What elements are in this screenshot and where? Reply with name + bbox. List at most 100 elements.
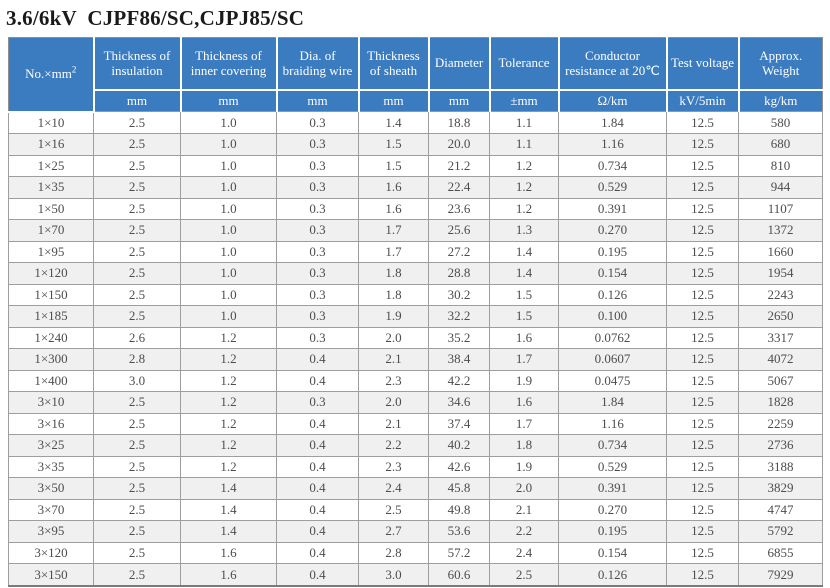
cell-size: 3×95 (8, 520, 94, 543)
cell-inner_covering: 1.4 (180, 520, 277, 543)
cell-inner_covering: 1.0 (180, 262, 277, 285)
col-unit-insulation: mm (92, 89, 181, 112)
table-row: 3×35 2.5 1.2 0.4 2.3 42.6 1.9 0.529 12.5 3188 (8, 455, 823, 479)
cell-inner_covering: 1.0 (180, 305, 277, 328)
cell-resistance: 0.734 (558, 154, 667, 178)
table-row: 3×10 2.5 1.2 0.3 2.0 34.6 1.6 1.84 12.5 1828 (8, 391, 823, 414)
cell-diameter: 42.6 (428, 455, 490, 479)
cell-size: 1×35 (8, 176, 94, 199)
col-unit-inner_covering: mm (179, 89, 277, 112)
cell-size: 3×35 (8, 455, 94, 479)
table-row: 3×25 2.5 1.2 0.4 2.2 40.2 1.8 0.734 12.5 2736 (8, 434, 823, 457)
cell-size: 1×185 (8, 305, 94, 328)
cell-sheath: 2.0 (358, 391, 429, 414)
table-row: 3×120 2.5 1.6 0.4 2.8 57.2 2.4 0.154 12.5 6855 (8, 541, 823, 565)
cell-size: 1×400 (8, 369, 94, 393)
cell-sheath: 2.4 (358, 477, 429, 500)
cell-test_voltage: 12.5 (666, 520, 739, 543)
cell-sheath: 1.6 (358, 176, 429, 199)
cell-sheath: 1.6 (358, 197, 429, 221)
col-header-insulation: Thickness of insulation (92, 37, 181, 91)
cell-diameter: 27.2 (428, 240, 490, 264)
cell-resistance: 1.16 (558, 133, 667, 156)
cell-size: 1×70 (8, 219, 94, 242)
col-header-braiding_wire: Dia. of braiding wire (275, 37, 359, 91)
cell-braiding_wire: 0.4 (276, 498, 359, 522)
cell-insulation: 2.5 (93, 434, 181, 457)
cell-insulation: 2.5 (93, 477, 181, 500)
cell-insulation: 2.6 (93, 326, 181, 350)
cell-diameter: 21.2 (428, 154, 490, 178)
cell-inner_covering: 1.0 (180, 283, 277, 307)
col-header-tolerance: Tolerance (488, 37, 559, 91)
cell-tolerance: 1.3 (489, 219, 559, 242)
cell-insulation: 2.8 (93, 348, 181, 371)
cell-resistance: 0.195 (558, 240, 667, 264)
cell-diameter: 28.8 (428, 262, 490, 285)
cell-size: 1×300 (8, 348, 94, 371)
cell-size: 3×50 (8, 477, 94, 500)
cell-diameter: 40.2 (428, 434, 490, 457)
cell-resistance: 0.100 (558, 305, 667, 328)
cell-weight: 2650 (738, 305, 823, 328)
cell-insulation: 2.5 (93, 520, 181, 543)
cell-resistance: 0.0607 (558, 348, 667, 371)
cell-tolerance: 1.2 (489, 176, 559, 199)
cell-inner_covering: 1.0 (180, 176, 277, 199)
cell-inner_covering: 1.0 (180, 219, 277, 242)
cell-diameter: 38.4 (428, 348, 490, 371)
cell-resistance: 0.126 (558, 283, 667, 307)
cell-size: 1×10 (8, 110, 94, 135)
cell-test_voltage: 12.5 (666, 477, 739, 500)
col-unit-braiding_wire: mm (275, 89, 359, 112)
cell-sheath: 2.3 (358, 369, 429, 393)
cell-test_voltage: 12.5 (666, 176, 739, 199)
table-row: 1×185 2.5 1.0 0.3 1.9 32.2 1.5 0.100 12.5 2650 (8, 305, 823, 328)
cell-size: 1×25 (8, 154, 94, 178)
cell-weight: 810 (738, 154, 823, 178)
cell-inner_covering: 1.6 (180, 563, 277, 587)
table-body: 1×10 2.5 1.0 0.3 1.4 18.8 1.1 1.84 12.5 580 1×16 2.… (8, 110, 823, 587)
cell-insulation: 2.5 (93, 391, 181, 414)
cell-diameter: 23.6 (428, 197, 490, 221)
cell-sheath: 2.7 (358, 520, 429, 543)
cell-test_voltage: 12.5 (666, 498, 739, 522)
col-unit-sheath: mm (357, 89, 429, 112)
cell-diameter: 34.6 (428, 391, 490, 414)
cell-weight: 1372 (738, 219, 823, 242)
cell-size: 3×70 (8, 498, 94, 522)
cell-sheath: 1.8 (358, 283, 429, 307)
cell-braiding_wire: 0.4 (276, 412, 359, 436)
cell-weight: 7929 (738, 563, 823, 587)
cell-inner_covering: 1.0 (180, 240, 277, 264)
cell-insulation: 2.5 (93, 541, 181, 565)
cell-test_voltage: 12.5 (666, 197, 739, 221)
cell-braiding_wire: 0.4 (276, 434, 359, 457)
cell-weight: 680 (738, 133, 823, 156)
cell-test_voltage: 12.5 (666, 455, 739, 479)
cell-resistance: 0.391 (558, 477, 667, 500)
cell-tolerance: 1.1 (489, 110, 559, 135)
cell-insulation: 2.5 (93, 412, 181, 436)
cell-test_voltage: 12.5 (666, 391, 739, 414)
cell-size: 3×150 (8, 563, 94, 587)
cell-braiding_wire: 0.3 (276, 219, 359, 242)
cell-weight: 5067 (738, 369, 823, 393)
cell-resistance: 0.391 (558, 197, 667, 221)
cell-sheath: 1.5 (358, 133, 429, 156)
cell-test_voltage: 12.5 (666, 262, 739, 285)
cell-tolerance: 1.4 (489, 240, 559, 264)
cell-diameter: 35.2 (428, 326, 490, 350)
cell-resistance: 1.84 (558, 391, 667, 414)
cell-resistance: 0.270 (558, 498, 667, 522)
cell-diameter: 60.6 (428, 563, 490, 587)
col-unit-diameter: mm (427, 89, 490, 112)
cell-braiding_wire: 0.3 (276, 305, 359, 328)
cell-tolerance: 1.8 (489, 434, 559, 457)
cell-inner_covering: 1.2 (180, 348, 277, 371)
cell-tolerance: 2.2 (489, 520, 559, 543)
header-label-row: No.×mm2 Thickness of insulation Thickness … (8, 37, 823, 113)
table-row: 1×70 2.5 1.0 0.3 1.7 25.6 1.3 0.270 12.5 1372 (8, 219, 823, 242)
cell-insulation: 2.5 (93, 455, 181, 479)
cell-test_voltage: 12.5 (666, 434, 739, 457)
